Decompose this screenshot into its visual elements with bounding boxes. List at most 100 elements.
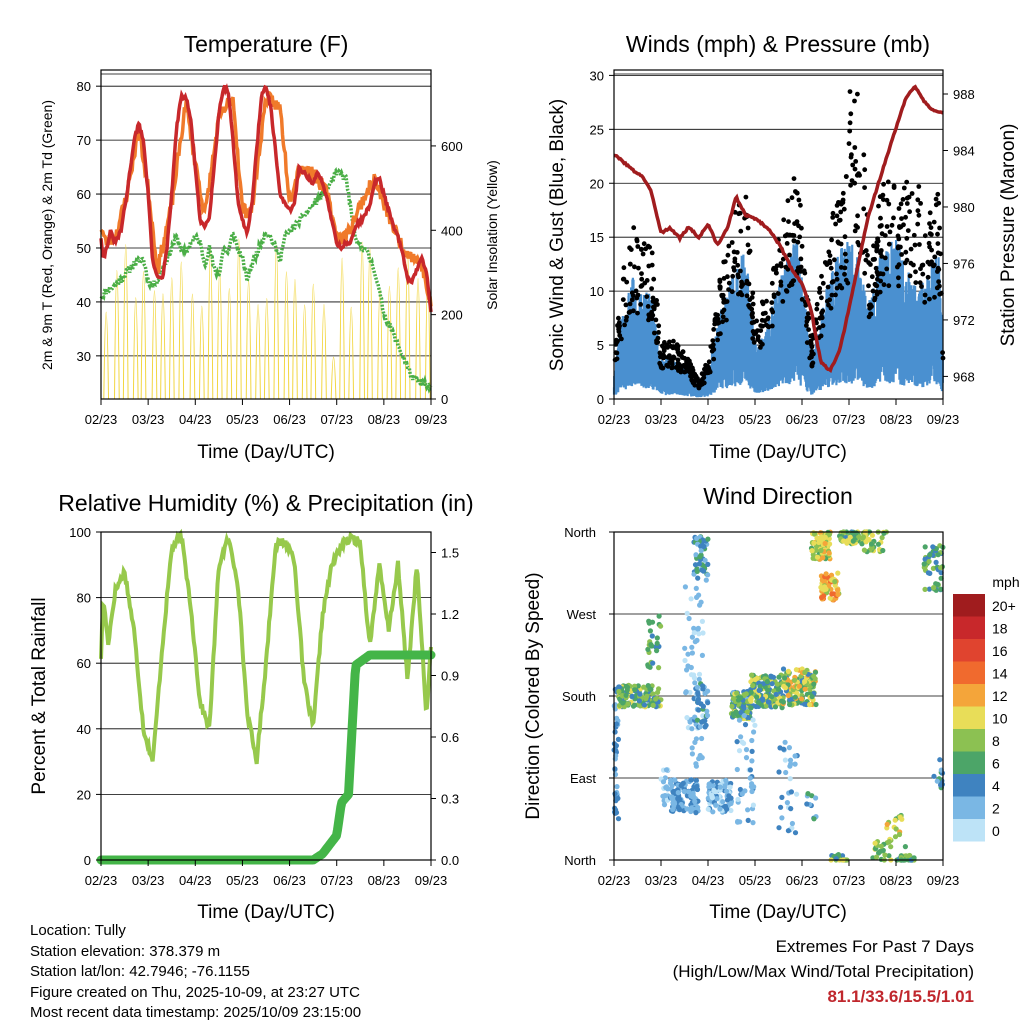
wind-direction-point (911, 855, 917, 861)
gust-point (662, 354, 667, 360)
wind-direction-point (669, 795, 675, 802)
gust-point (817, 286, 823, 291)
wind-direction-y-label: Direction (Colored By Speed) (523, 572, 544, 819)
humidity-plot-frame (100, 531, 432, 861)
gust-point (655, 335, 661, 341)
gust-point (721, 259, 727, 265)
wind-direction-point (892, 817, 898, 823)
gust-point (726, 243, 732, 249)
wind-direction-point (736, 748, 743, 754)
wind-direction-point (805, 791, 811, 797)
wind-direction-point (689, 751, 696, 757)
gust-point (711, 356, 717, 362)
x-tick-label: 03/23 (645, 412, 678, 427)
gust-point (649, 286, 654, 291)
gust-point (886, 201, 892, 207)
legend-swatch (953, 751, 985, 774)
gust-point (778, 279, 784, 285)
gust-point (730, 273, 736, 279)
gust-point (926, 240, 932, 246)
gust-point (769, 300, 775, 305)
legend-label: 12 (992, 688, 1008, 704)
y-tick-label: 5 (597, 338, 604, 353)
wind-direction-point (826, 531, 833, 538)
wind-direction-point (699, 652, 706, 659)
wind-direction-point (696, 756, 702, 762)
wind-direction-point (682, 657, 688, 664)
wind-direction-point (750, 683, 756, 689)
wind-direction-point (613, 721, 620, 727)
wind-direction-point (641, 702, 648, 708)
wind-direction-point (713, 802, 719, 808)
gust-point (778, 261, 784, 266)
wind-direction-point (884, 821, 890, 828)
y2-tick-label: 0.0 (441, 853, 459, 868)
gust-point (898, 201, 904, 207)
wind-direction-point (780, 699, 787, 705)
gust-point (852, 166, 858, 172)
solar-insolation-spike (245, 279, 252, 400)
gust-point (828, 265, 834, 271)
gust-point (932, 294, 937, 300)
wind-direction-point (812, 531, 818, 537)
wind-direction-point (750, 820, 756, 826)
gust-point (786, 219, 791, 225)
wind-direction-point (728, 800, 734, 807)
gust-point (743, 194, 749, 200)
gust-point (853, 223, 859, 229)
wind-direction-point (809, 694, 815, 700)
wind-direction-point (784, 800, 791, 806)
x-tick-label: 07/23 (320, 412, 353, 427)
winds-x-label: Time (Day/UTC) (709, 442, 847, 463)
solar-insolation-spike (151, 290, 158, 400)
solar-insolation-spike (216, 268, 223, 400)
gust-point (833, 221, 838, 227)
gust-point (885, 179, 891, 185)
gust-point (759, 299, 765, 305)
y-tick-label: 30 (590, 68, 604, 83)
wind-direction-point (777, 745, 783, 751)
gust-point (835, 239, 841, 245)
solar-insolation-spike (348, 306, 355, 400)
wind-direction-point (696, 707, 702, 713)
wind-direction-point (814, 554, 821, 560)
station-latlon: Station lat/lon: 42.7946; -76.1155 (30, 963, 250, 980)
wind-direction-point (792, 753, 798, 759)
wind-direction-point (675, 790, 681, 796)
gust-point (878, 248, 884, 253)
legend-label: 14 (992, 666, 1008, 682)
wind-direction-point (654, 635, 660, 641)
gust-point (852, 228, 858, 234)
gust-point (913, 269, 918, 275)
gust-point (773, 270, 779, 276)
temperature-y-label: 2m & 9m T (Red, Orange) & 2m Td (Green) (39, 100, 55, 370)
wind-direction-point (770, 674, 777, 680)
gust-point (797, 234, 803, 240)
gust-point (627, 301, 633, 307)
gust-point (842, 251, 848, 257)
wind-direction-point (926, 586, 933, 592)
wind-direction-point (700, 683, 706, 689)
wind-direction-point (926, 558, 932, 565)
wind-direction-point (688, 664, 694, 671)
gust-point (738, 228, 744, 234)
gust-point (755, 328, 760, 333)
gust-point (650, 299, 656, 304)
wind-direction-point (779, 815, 785, 821)
gust-point (872, 256, 877, 262)
gust-point (905, 228, 911, 234)
gust-point (795, 239, 801, 245)
gust-point (656, 323, 662, 329)
gust-point (840, 190, 846, 196)
wind-direction-point (735, 818, 741, 825)
gust-point (842, 234, 848, 240)
gust-point (852, 98, 857, 104)
gust-point (866, 283, 871, 289)
wind-direction-point (705, 688, 711, 694)
gust-point (667, 355, 673, 361)
wind-direction-point (756, 687, 763, 693)
gust-point (658, 363, 664, 368)
gust-point (865, 252, 870, 258)
wind-direction-point (804, 801, 810, 807)
gust-point (927, 296, 932, 302)
